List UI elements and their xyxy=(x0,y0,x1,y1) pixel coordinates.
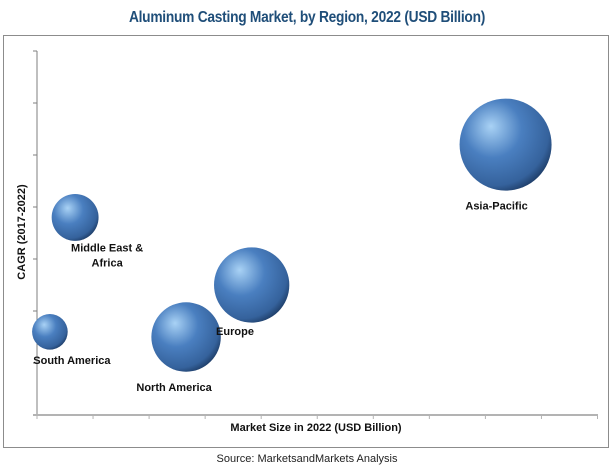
bubble-label: Europe xyxy=(216,326,254,338)
bubble-north-america xyxy=(151,302,221,372)
bubble-label: South America xyxy=(33,355,111,367)
bubbles xyxy=(32,98,552,372)
chart-title: Aluminum Casting Market, by Region, 2022… xyxy=(128,9,486,26)
bubble-labels: South America Middle East & Africa North Am… xyxy=(33,201,527,394)
y-axis-title: CAGR (2017-2022) xyxy=(16,184,28,280)
bubble-label: North America xyxy=(136,382,212,394)
x-axis-title: Market Size in 2022 (USD Billion) xyxy=(230,422,401,434)
bubble-south-america xyxy=(32,313,68,350)
bubble-asia-pacific xyxy=(459,98,552,191)
source-note: Source: MarketsandMarkets Analysis xyxy=(216,453,398,465)
chart-frame xyxy=(3,35,609,448)
axes xyxy=(33,50,598,419)
bubble-label: Asia-Pacific xyxy=(465,201,527,213)
bubble-label: Middle East & Africa xyxy=(71,242,143,269)
bubble-middle-east-africa xyxy=(51,193,99,241)
bubble-europe xyxy=(214,247,290,323)
